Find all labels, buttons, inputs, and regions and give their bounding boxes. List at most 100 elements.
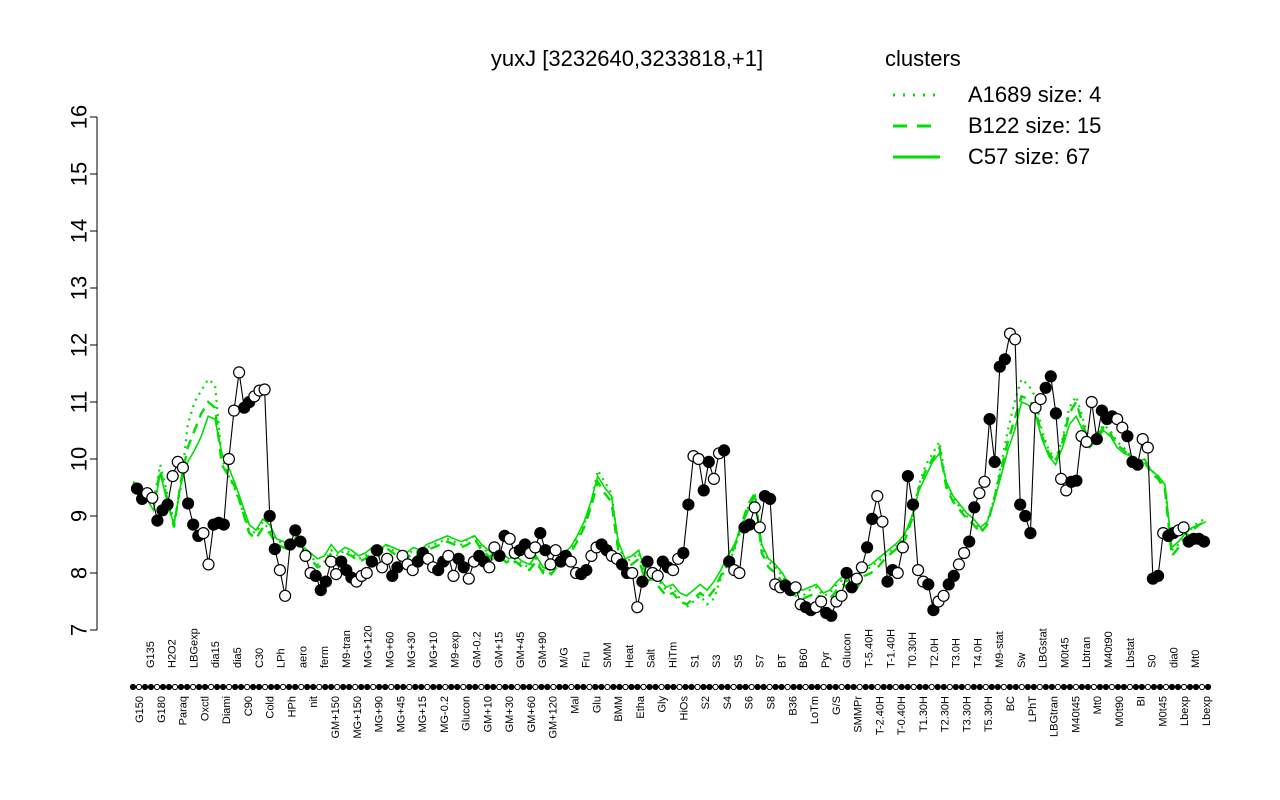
rug-mark	[838, 683, 845, 691]
rug-mark	[1198, 683, 1206, 691]
data-point	[146, 491, 159, 504]
rug-mark	[652, 683, 659, 691]
data-point	[227, 404, 241, 417]
data-point	[850, 572, 863, 585]
x-tick-label: T1.30H	[918, 696, 930, 732]
data-point	[876, 515, 889, 528]
x-tick-label: T2.0H	[929, 638, 941, 668]
rug-mark	[1156, 683, 1164, 691]
rug-mark	[1144, 683, 1152, 691]
data-point	[294, 535, 307, 548]
rug-mark	[718, 683, 725, 691]
rug-mark	[868, 683, 875, 691]
rug-mark	[556, 683, 563, 691]
data-point	[549, 544, 562, 557]
data-point	[641, 555, 654, 568]
rug-mark	[526, 683, 533, 691]
data-point	[381, 552, 394, 565]
x-tick-label: T2.30H	[940, 696, 952, 732]
x-tick-label: Salt	[646, 649, 658, 668]
x-tick-label: M9-exp	[450, 631, 462, 668]
rug-mark	[742, 683, 749, 691]
rug-mark	[334, 683, 341, 691]
data-point	[299, 549, 312, 563]
rug-mark	[814, 683, 821, 691]
data-point	[1090, 433, 1103, 446]
x-tick-label: GM+150	[330, 696, 342, 739]
data-point	[182, 497, 195, 510]
rug-mark	[982, 683, 989, 691]
rug-mark	[1000, 683, 1007, 691]
rug-mark	[256, 683, 263, 691]
rug-mark	[976, 683, 983, 691]
rug-mark	[700, 683, 707, 691]
data-point	[1034, 393, 1047, 406]
rug-mark	[1006, 683, 1013, 691]
rug-mark	[580, 683, 587, 691]
x-tick-label: dia15	[210, 641, 222, 668]
data-point	[937, 589, 950, 602]
data-point	[866, 512, 879, 526]
data-point	[1197, 535, 1211, 548]
rug-mark	[808, 683, 815, 691]
rug-mark	[1042, 683, 1049, 691]
rug-mark	[886, 683, 893, 691]
data-point	[891, 566, 904, 580]
rug-mark	[946, 683, 953, 691]
rug-mark	[418, 683, 425, 691]
rug-mark	[766, 683, 773, 691]
rug-mark	[634, 683, 641, 691]
rug-mark	[1150, 683, 1158, 691]
rug-mark	[904, 683, 911, 691]
data-point	[289, 524, 302, 537]
rug-mark	[520, 683, 527, 691]
data-point	[1019, 509, 1032, 523]
rug-mark	[640, 683, 647, 691]
rug-mark	[856, 683, 863, 691]
x-tick-label: B36	[787, 696, 799, 716]
rug-mark	[1048, 683, 1056, 691]
x-tick-label: GM+30	[504, 696, 516, 732]
rug-mark	[1168, 683, 1176, 691]
x-tick-label: H2O2	[167, 639, 179, 668]
rug-mark	[400, 683, 407, 691]
legend-entry-a1689: A1689 size: 4	[968, 82, 1101, 107]
data-point	[835, 589, 848, 602]
rug-mark	[406, 683, 413, 691]
x-tick-label: LoTm	[809, 696, 821, 724]
x-tick-label: M/G	[559, 647, 571, 668]
x-tick-label: MG+120	[363, 626, 375, 669]
data-point	[166, 470, 179, 483]
rug-mark	[202, 683, 209, 691]
rug-mark	[592, 683, 599, 691]
x-tick-label: T3.30H	[962, 696, 974, 732]
legend: clusters A1689 size: 4 B122 size: 15 C57…	[885, 46, 1101, 169]
rug-mark	[934, 683, 941, 691]
rug-mark	[964, 683, 971, 691]
rug-mark	[208, 683, 215, 691]
rug-mark	[165, 683, 173, 691]
x-tick-label: MG+45	[395, 696, 407, 732]
x-tick-label: MG+150	[352, 696, 364, 739]
data-point	[697, 484, 710, 497]
rug-mark	[1192, 683, 1200, 691]
x-tick-label: G/S	[831, 696, 843, 715]
data-point	[564, 555, 578, 568]
rug-mark	[802, 683, 809, 691]
data-point	[906, 498, 920, 511]
data-point	[217, 518, 230, 531]
rug-mark	[1090, 683, 1098, 691]
x-tick-label: M9-stat	[994, 631, 1006, 668]
x-tick-label: BI	[1136, 696, 1148, 706]
rug-mark	[292, 683, 299, 691]
rug-mark	[730, 683, 737, 691]
y-tick-label: 8	[67, 567, 92, 579]
data-point	[855, 561, 869, 574]
x-tick-label: T-5.40H	[864, 629, 876, 668]
data-point	[825, 609, 838, 622]
x-tick-label: Fru	[580, 652, 592, 669]
data-point	[860, 541, 874, 554]
rug-mark	[826, 683, 833, 691]
data-point	[222, 452, 235, 466]
x-tick-label: S2	[700, 696, 712, 709]
